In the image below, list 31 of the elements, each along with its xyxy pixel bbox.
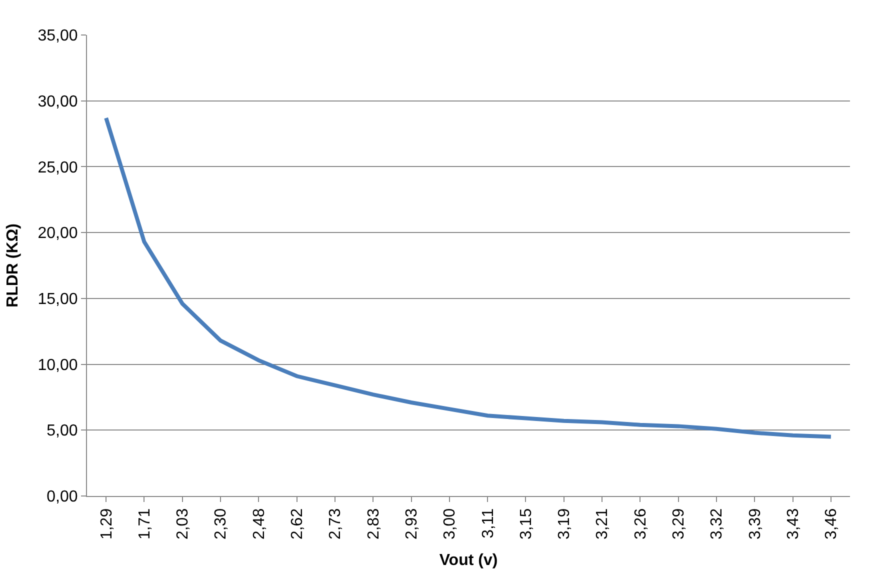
x-tick-label: 3,32 — [708, 508, 726, 540]
y-tick-label: 5,00 — [46, 422, 78, 440]
x-tick-label: 2,30 — [212, 508, 230, 540]
y-tick-label: 30,00 — [38, 93, 78, 110]
y-axis-title: RLDR (KΩ) — [4, 224, 22, 308]
y-tick-label: 15,00 — [38, 291, 78, 308]
y-tick-label: 0,00 — [46, 488, 78, 506]
y-tick-label: 10,00 — [38, 356, 78, 374]
x-tick-label: 2,73 — [327, 508, 344, 540]
x-tick-label: 2,83 — [365, 508, 382, 540]
x-tick-label: 3,29 — [670, 508, 688, 540]
x-tick-label: 2,93 — [403, 508, 420, 540]
x-tick-label: 3,39 — [746, 508, 764, 540]
x-tick-label: 3,21 — [594, 508, 612, 540]
x-tick-label: 1,29 — [98, 508, 116, 540]
x-tick-label: 3,26 — [632, 508, 650, 540]
x-tick-label: 3,19 — [556, 508, 574, 540]
y-tick-label: 20,00 — [38, 225, 78, 242]
line-series — [104, 116, 833, 439]
x-tick-label: 3,46 — [823, 508, 840, 540]
x-tick-label: 2,62 — [289, 508, 306, 540]
x-tick-label: 2,48 — [250, 508, 268, 540]
y-tick-label: 35,00 — [38, 28, 78, 45]
x-tick-label: 1,71 — [136, 508, 154, 540]
x-tick-label: 3,00 — [442, 508, 459, 540]
x-tick-label: 3,43 — [784, 508, 802, 540]
x-tick-label: 3,15 — [518, 508, 535, 540]
x-axis-title: Vout (v) — [439, 552, 498, 570]
x-tick-label: 3,11 — [480, 508, 497, 538]
x-tick-label: 2,03 — [174, 508, 192, 540]
y-tick-label: 25,00 — [38, 159, 78, 176]
